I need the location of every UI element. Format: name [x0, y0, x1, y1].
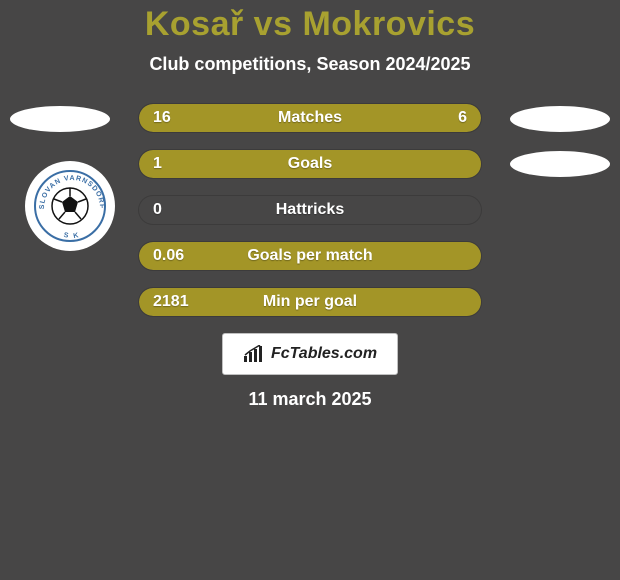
content-area: SLOVAN VARNSDORF S K Matches16 6 Goals1 Hat…	[0, 103, 620, 410]
subtitle: Club competitions, Season 2024/2025	[0, 54, 620, 75]
stat-row: Hattricks0	[138, 195, 482, 225]
stat-row-label: Goals	[139, 155, 481, 173]
player-right-badge	[510, 106, 610, 132]
comparison-card: Kosař vs Mokrovics Club competitions, Se…	[0, 0, 620, 580]
stat-row-label: Matches	[139, 109, 481, 127]
stat-row-label: Hattricks	[139, 201, 481, 219]
club-logo-inner: SLOVAN VARNSDORF S K	[34, 170, 106, 242]
stat-row-value-left: 16	[153, 109, 171, 127]
stat-row: Goals per match0.06	[138, 241, 482, 271]
stat-row-value-left: 0.06	[153, 247, 184, 265]
player-left-badge	[10, 106, 110, 132]
stat-row: Matches16 6	[138, 103, 482, 133]
stat-row-label: Goals per match	[139, 247, 481, 265]
stat-row: Min per goal2181	[138, 287, 482, 317]
stat-row-value-left: 1	[153, 155, 162, 173]
stat-row: Goals1	[138, 149, 482, 179]
stat-row-value-left: 0	[153, 201, 162, 219]
bar-chart-icon	[243, 345, 265, 363]
svg-text:SLOVAN VARNSDORF: SLOVAN VARNSDORF	[39, 175, 105, 210]
stat-row-value-right: 6	[458, 109, 467, 127]
stat-row-value-left: 2181	[153, 293, 189, 311]
club-logo-ring-text-icon: SLOVAN VARNSDORF S K	[36, 172, 108, 244]
player-right-badge-2	[510, 151, 610, 177]
footer-date: 11 march 2025	[0, 389, 620, 410]
brand-badge[interactable]: FcTables.com	[222, 333, 398, 375]
svg-text:S K: S K	[63, 232, 81, 240]
stat-row-label: Min per goal	[139, 293, 481, 311]
page-title: Kosař vs Mokrovics	[0, 5, 620, 44]
stat-rows: Matches16 6 Goals1 Hattricks0 Goals per matc…	[138, 103, 482, 317]
club-logo: SLOVAN VARNSDORF S K	[25, 161, 115, 251]
brand-text: FcTables.com	[271, 345, 377, 363]
